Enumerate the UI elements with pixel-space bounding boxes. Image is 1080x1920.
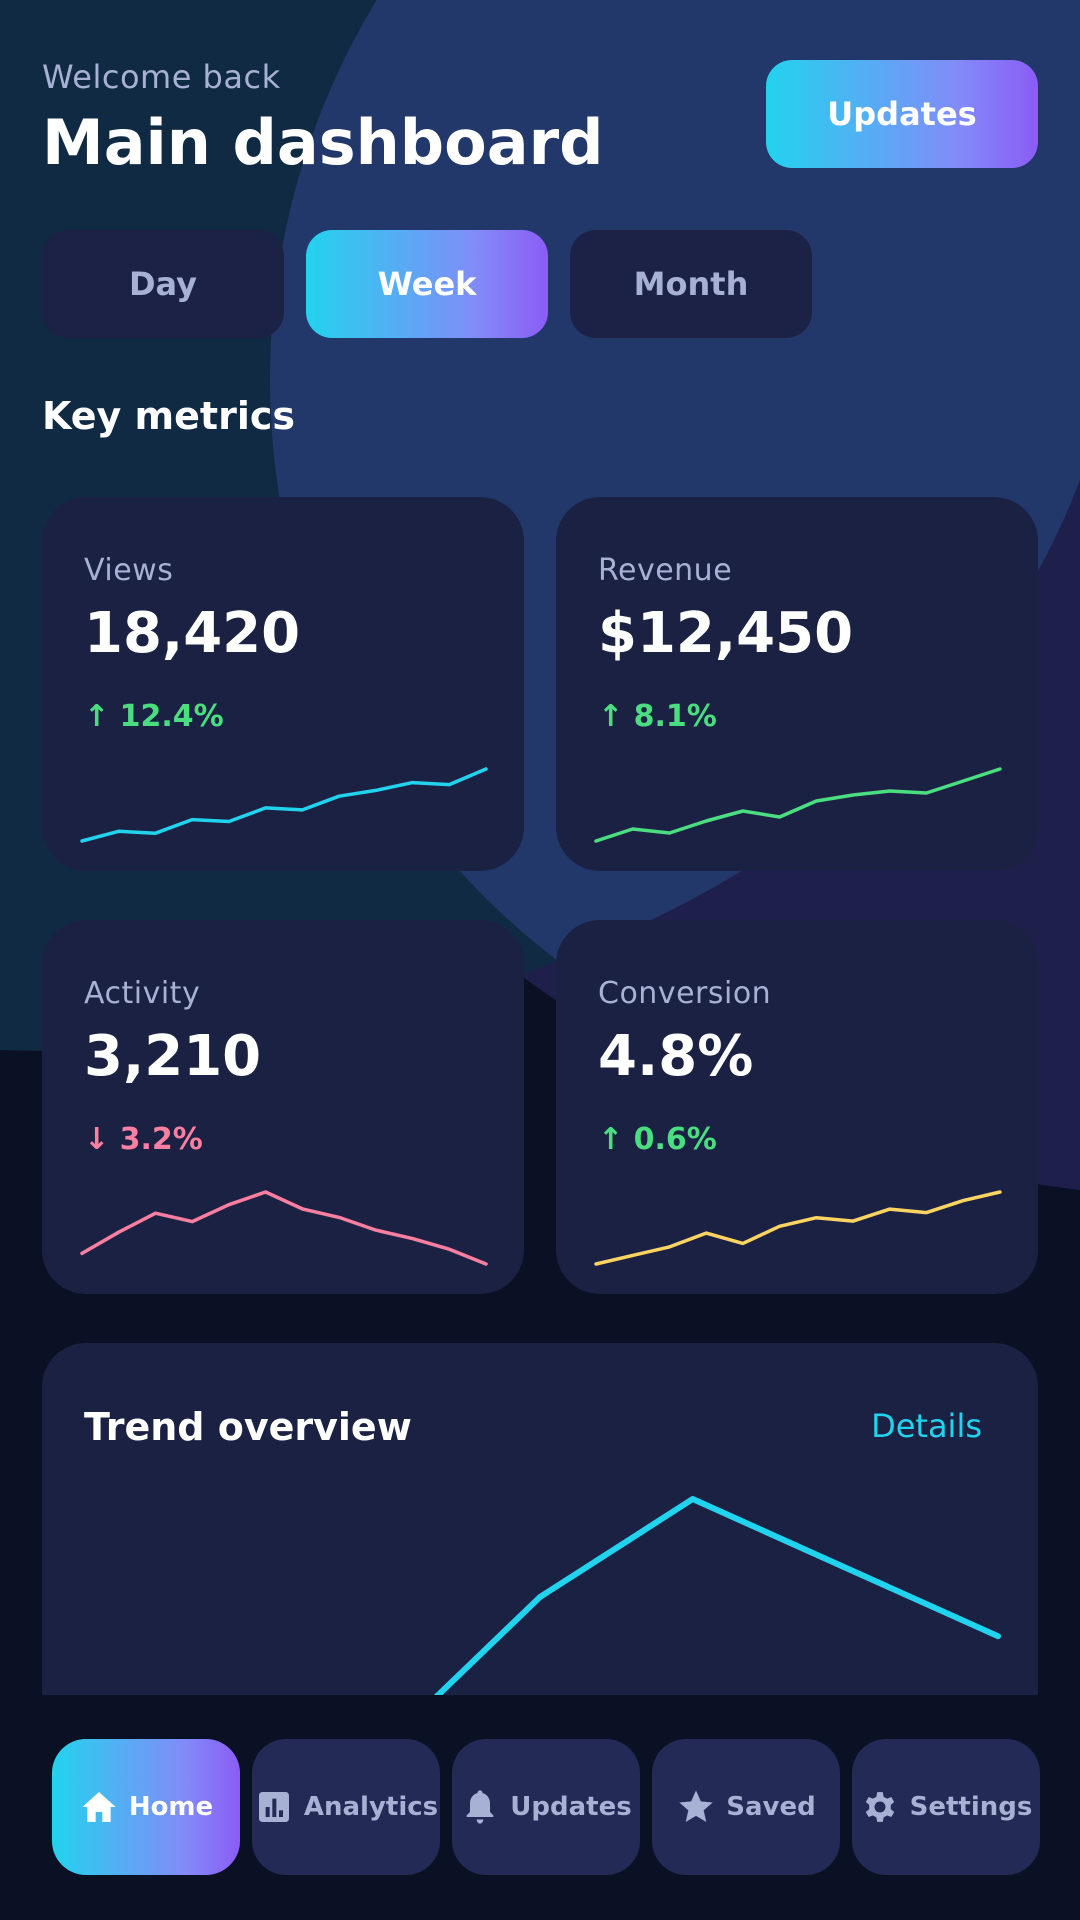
nav-item-updates[interactable]: Updates	[452, 1739, 640, 1875]
updates-button[interactable]: Updates	[766, 60, 1038, 168]
metric-card-conversion[interactable]: Conversion 4.8% ↑ 0.6%	[556, 920, 1038, 1294]
sparkline-series	[80, 767, 488, 843]
nav-item-home[interactable]: Home	[52, 1739, 240, 1875]
period-tabs: Day Week Month	[42, 230, 812, 338]
metric-delta: ↑ 0.6%	[598, 1122, 717, 1157]
nav-item-analytics[interactable]: Analytics	[252, 1739, 440, 1875]
metric-delta: ↓ 3.2%	[84, 1122, 203, 1157]
trend-overview-card: Trend overview Details	[42, 1343, 1038, 1695]
tab-month[interactable]: Month	[570, 230, 812, 338]
bell-icon	[460, 1787, 500, 1827]
sparkline-revenue	[594, 767, 1002, 843]
nav-row: Home Analytics Updates Saved	[52, 1739, 1040, 1875]
gear-icon	[860, 1787, 900, 1827]
metric-label: Conversion	[598, 976, 772, 1011]
section-title-key-metrics: Key metrics	[42, 394, 295, 438]
metric-value: $12,450	[598, 601, 854, 666]
nav-label: Updates	[510, 1792, 632, 1822]
sparkline-activity	[80, 1190, 488, 1266]
metric-card-activity[interactable]: Activity 3,210 ↓ 3.2%	[42, 920, 524, 1294]
nav-label: Saved	[726, 1792, 816, 1822]
metric-value: 4.8%	[598, 1024, 754, 1089]
bottom-nav: Home Analytics Updates Saved	[0, 1695, 1080, 1920]
sparkline-views	[80, 767, 488, 843]
metric-label: Activity	[84, 976, 201, 1011]
nav-item-saved[interactable]: Saved	[652, 1739, 840, 1875]
metric-delta: ↑ 8.1%	[598, 699, 717, 734]
nav-label: Settings	[909, 1792, 1033, 1822]
metric-value: 3,210	[84, 1024, 262, 1089]
home-icon	[79, 1787, 119, 1827]
trend-title: Trend overview	[84, 1405, 412, 1449]
page-title: Main dashboard	[42, 106, 604, 179]
metric-label: Revenue	[598, 553, 733, 588]
star-icon	[676, 1787, 716, 1827]
nav-label: Analytics	[303, 1792, 439, 1822]
sparkline-series	[594, 1190, 1002, 1266]
tab-day[interactable]: Day	[42, 230, 284, 338]
metric-card-revenue[interactable]: Revenue $12,450 ↑ 8.1%	[556, 497, 1038, 871]
details-link[interactable]: Details	[871, 1407, 982, 1445]
metric-value: 18,420	[84, 601, 301, 666]
header: Welcome back Main dashboard Updates	[42, 58, 1038, 188]
trend-chart	[433, 1496, 1001, 1695]
metric-delta: ↑ 12.4%	[84, 699, 224, 734]
welcome-text: Welcome back	[42, 58, 281, 96]
metric-label: Views	[84, 553, 174, 588]
sparkline-series	[594, 767, 1002, 843]
analytics-icon	[254, 1787, 294, 1827]
metric-card-views[interactable]: Views 18,420 ↑ 12.4%	[42, 497, 524, 871]
trend-series-line	[433, 1496, 1001, 1695]
nav-item-settings[interactable]: Settings	[852, 1739, 1040, 1875]
tab-week[interactable]: Week	[306, 230, 548, 338]
sparkline-series	[80, 1190, 488, 1266]
sparkline-conversion	[594, 1190, 1002, 1266]
nav-label: Home	[128, 1792, 214, 1822]
